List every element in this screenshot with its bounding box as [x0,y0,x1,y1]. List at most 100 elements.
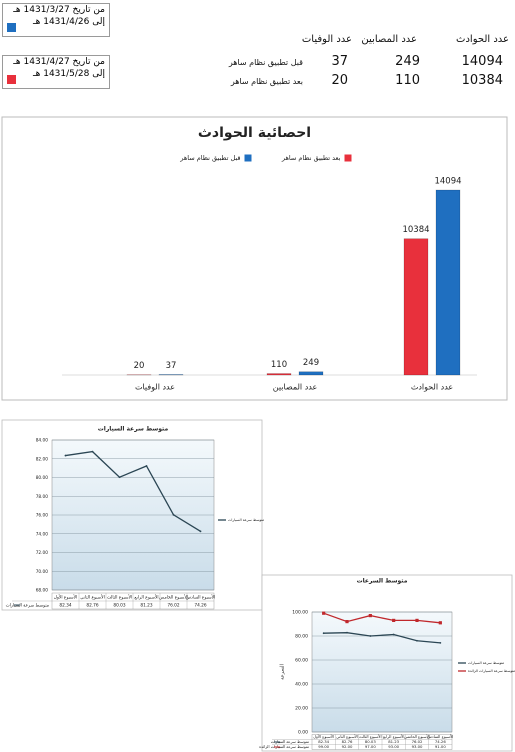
plot-area [311,611,453,733]
y-tick-label: 68.00 [36,588,49,594]
date-to: إلى 1431/5/28 هـ [32,69,105,79]
table-value: 99.00 [318,744,329,749]
y-tick-label: 84.00 [36,438,49,444]
chart-frame [1,116,508,401]
category-label: الأسبوع الثاني [80,594,105,601]
table-cell: 37 [331,54,348,69]
y-tick-label: 76.00 [36,513,49,519]
legend-swatch [244,154,252,162]
category-label: الأسبوع الخامس [404,734,430,739]
chart-title: متوسط السرعات [357,578,408,585]
category-label: الأسبوع الرابع [383,734,404,739]
point-marker [145,465,148,467]
y-tick-label: 74.00 [36,531,49,537]
table-value: 74.26 [435,739,446,744]
bar [403,238,429,376]
row-label: قبل تطبيق نظام ساهر [228,58,303,67]
line-series [65,450,201,532]
table-value: 93.00 [388,744,399,749]
date-to: إلى 1431/4/26 هـ [32,17,105,27]
table-cell: 14094 [461,54,503,69]
point-marker [172,513,175,516]
category-label: عدد المصابين [273,383,317,392]
category-label: الأسبوع الرابع [134,594,158,601]
table-header: عدد المصابين [361,34,417,45]
point-marker [392,618,396,622]
legend-label: متوسط سرعة السيارات [468,661,504,665]
table-value: 82.76 [342,739,353,744]
point-marker [64,454,67,457]
date-from: من تاريخ 1431/4/27 هـ [13,57,105,67]
line-chart: متوسط السرعات 0.00 20.00 40.00 60.00 80.00 100… [259,574,515,752]
category-label: الأسبوع الأول [54,594,78,601]
point-marker [322,611,326,615]
bar [266,373,292,376]
table-value: 82.34 [318,739,329,744]
category-label: الأسبوع الثالث [107,594,132,601]
y-tick-label: 0.00 [298,730,308,736]
legend-label: قبل تطبيق نظام ساهر [179,154,240,162]
table-value: 82.76 [86,603,99,609]
category-label: الأسبوع الثاني [336,734,358,739]
date-box: من تاريخ 1431/4/27 هـ إلى 1431/5/28 هـ [2,55,110,89]
value-label: 249 [303,358,319,368]
table-value: 74.26 [194,603,207,609]
line-series [323,632,441,644]
category-label: الأسبوع السادس [427,734,453,739]
table-value: 80.03 [113,603,126,609]
point-marker [346,631,348,634]
point-marker [369,635,372,637]
line-chart: متوسط سرعة السيارات 68.00 70.00 72.00 74.00 7… [1,419,264,611]
legend-swatch [344,154,352,162]
date-swatch [7,23,16,32]
point-marker [91,450,94,453]
value-label: 20 [134,361,145,371]
y-tick-label: 60.00 [295,658,308,664]
value-label: 10384 [402,225,429,235]
table-value: 91.00 [435,744,446,749]
category-label: عدد الحوادث [411,383,453,392]
row-label: متوسط سرعة السيارات الزائدة [259,744,309,749]
point-marker [392,633,395,636]
table-header: عدد الوفيات [301,34,352,45]
y-tick-label: 72.00 [36,550,49,556]
y-tick-label: 80.00 [295,634,308,640]
chart-title: احصائية الحوادث [198,125,311,141]
table-value: 76.02 [412,739,423,744]
point-marker [322,632,325,635]
date-from: من تاريخ 1431/3/27 هـ [13,5,105,15]
category-label: الأسبوع الثالث [359,734,381,739]
category-label: الأسبوع السادس [186,594,216,601]
category-label: عدد الوفيات [135,383,175,392]
table-header: عدد الحوادث [456,34,509,45]
table-value: 92.00 [342,744,353,749]
point-marker [439,641,442,644]
table-value: 93.00 [412,744,423,749]
y-axis-label: السرعة [280,664,286,680]
point-marker [415,618,419,622]
chart-title: متوسط سرعة السيارات [98,426,169,433]
line-series [323,612,441,624]
point-marker [199,530,202,533]
y-tick-label: 20.00 [295,706,308,712]
point-marker [416,639,418,642]
category-label: الأسبوع الأول [313,734,334,739]
table-value: 81.23 [140,603,153,609]
value-label: 37 [166,361,177,371]
table-cell: 10384 [461,73,503,88]
date-box: من تاريخ 1431/3/27 هـ إلى 1431/4/26 هـ [2,3,110,37]
value-label: 110 [271,360,287,370]
point-marker [345,620,349,624]
y-tick-label: 78.00 [36,494,49,500]
table-value: 97.00 [365,744,376,749]
legend-label: متوسط سرعة السيارات [228,518,264,522]
legend-label: بعد تطبيق نظام ساهر [281,154,341,162]
y-tick-label: 82.00 [36,456,49,462]
table-value: 81.23 [388,739,399,744]
y-tick-label: 100.00 [292,610,308,616]
table-value: 82.34 [59,603,72,609]
y-tick-label: 40.00 [295,682,308,688]
value-label: 14094 [434,177,461,187]
